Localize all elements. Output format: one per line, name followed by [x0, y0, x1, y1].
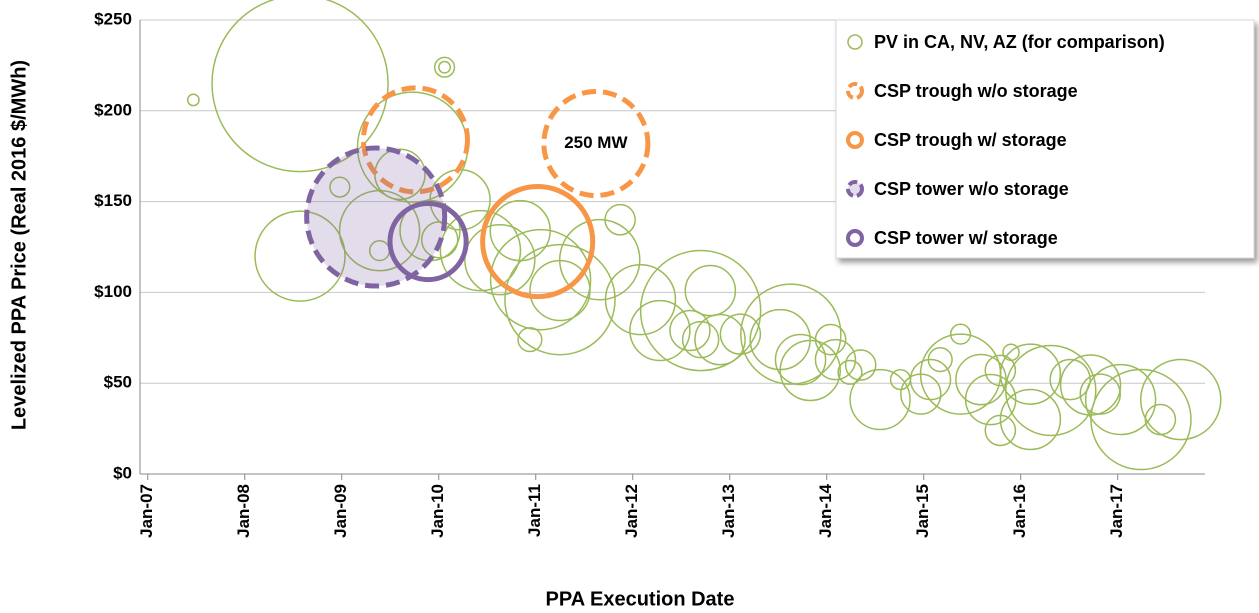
bubble: [387, 200, 469, 283]
bubble: [849, 368, 911, 431]
bubble: [338, 189, 421, 272]
bubble: [984, 354, 1017, 387]
bubble: [604, 203, 636, 236]
bubble: [1005, 344, 1097, 437]
legend-box: [835, 19, 1255, 259]
bubble: [779, 339, 841, 402]
x-tick-label: Jan-09: [331, 484, 350, 538]
bubble: [529, 259, 591, 322]
bubble: [438, 60, 452, 74]
bubble: [1002, 343, 1020, 362]
legend-label: CSP tower w/o storage: [874, 179, 1069, 199]
bubble: [254, 210, 346, 302]
legend-marker: [846, 82, 864, 100]
legend-marker: [846, 180, 864, 198]
legend-marker: [846, 229, 864, 247]
x-tick-label: Jan-14: [816, 483, 835, 537]
bubble: [1090, 368, 1192, 471]
bubble: [517, 327, 543, 353]
bubble: [439, 209, 522, 292]
legend-marker: [847, 34, 863, 50]
x-tick-label: Jan-10: [428, 484, 447, 538]
bubble: [719, 313, 762, 355]
bubble: [955, 353, 1007, 406]
y-tick-label: $200: [94, 100, 132, 119]
x-tick-label: Jan-13: [719, 484, 738, 538]
bubble: [433, 56, 456, 78]
legend-label: CSP trough w/ storage: [874, 130, 1067, 150]
bubble: [949, 323, 972, 345]
bubble: [999, 343, 1062, 405]
x-tick-label: Jan-07: [137, 484, 156, 538]
plot-area: 250 MW: [186, 0, 1222, 471]
bubble: [684, 264, 737, 317]
size-reference-bubble: [541, 88, 651, 199]
y-tick-label: $250: [94, 9, 132, 28]
bubble: [1049, 358, 1091, 401]
bubble: [837, 359, 863, 385]
axes: $0 $50 $100 $150 $200 $250 Jan-07 Jan-08 Jan-09 J…: [94, 9, 1205, 538]
bubble: [639, 249, 762, 372]
bubble: [681, 320, 720, 359]
bubble: [1059, 354, 1122, 416]
bubble: [774, 333, 827, 386]
x-tick-label: Jan-11: [525, 484, 544, 537]
x-tick-label: Jan-16: [1010, 484, 1029, 538]
bubble: [211, 0, 389, 173]
legend-label: CSP trough w/o storage: [874, 81, 1078, 101]
legend-label: PV in CA, NV, AZ (for comparison): [874, 32, 1165, 52]
bubble: [900, 373, 942, 415]
x-tick-label: Jan-12: [622, 484, 641, 538]
bubble: [304, 145, 448, 289]
y-tick-label: $0: [113, 463, 132, 482]
bubble: [504, 243, 616, 356]
x-tick-label: Jan-08: [234, 484, 253, 538]
bubble: [1084, 363, 1157, 436]
size-reference-label: 250 MW: [564, 133, 628, 152]
bubble: [464, 223, 536, 296]
bubble: [489, 228, 592, 331]
bubble: [740, 283, 842, 385]
bubble: [480, 183, 596, 300]
bubble: [999, 388, 1062, 451]
bubble: [186, 93, 200, 107]
bubble: [694, 313, 746, 366]
bubble: [360, 85, 470, 195]
y-axis-title: Levelized PPA Price (Real 2016 $/MWh): [8, 60, 30, 430]
bubble: [964, 373, 1017, 426]
bubble: [1079, 373, 1122, 415]
x-tick-label: Jan-15: [913, 484, 932, 538]
bubble: [814, 338, 857, 381]
bubble: [984, 414, 1017, 447]
y-tick-label: $150: [94, 191, 132, 210]
legend-marker: [846, 131, 864, 149]
bubble: [1144, 403, 1177, 436]
bubble: [844, 349, 877, 381]
y-tick-label: $100: [94, 282, 132, 301]
bubble: [629, 299, 691, 362]
bubble: [1139, 358, 1222, 441]
y-tick-label: $50: [104, 373, 132, 392]
legend: PV in CA, NV, AZ (for comparison) CSP tro…: [835, 19, 1255, 259]
bubble: [927, 346, 953, 373]
bubble: [604, 263, 677, 336]
bubble: [669, 309, 711, 352]
bubble: [329, 176, 351, 198]
x-tick-label: Jan-17: [1107, 484, 1126, 538]
x-axis-title: PPA Execution Date: [546, 588, 735, 610]
bubble: [558, 218, 641, 301]
legend-label: CSP tower w/ storage: [874, 228, 1058, 248]
